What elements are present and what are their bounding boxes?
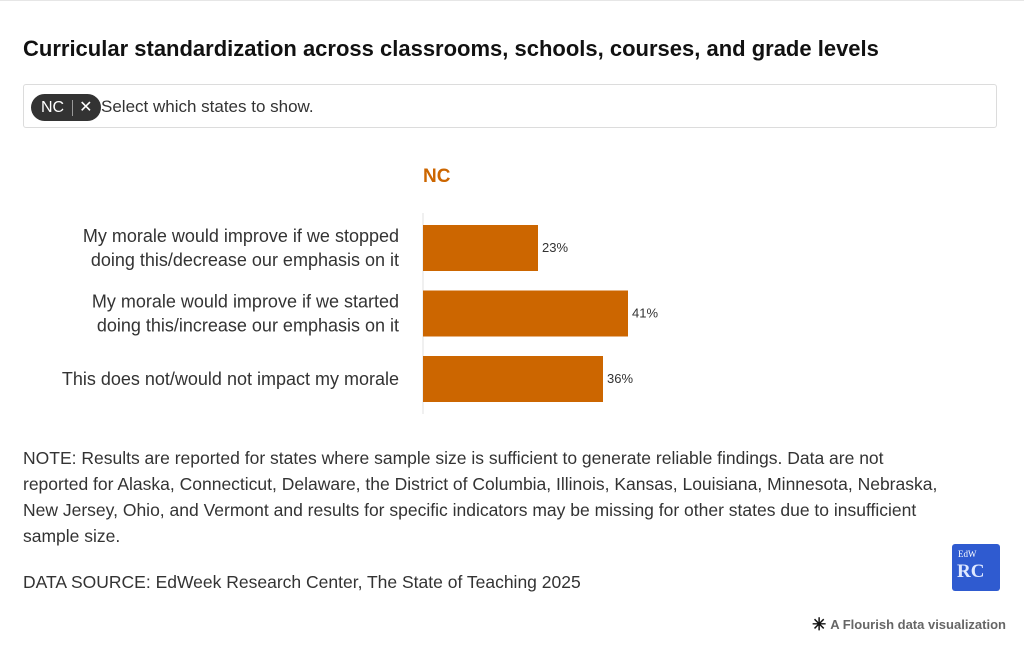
close-icon[interactable]: ✕ [79, 98, 93, 116]
note-text: NOTE: Results are reported for states wh… [23, 448, 938, 546]
logo-main-text: RC [957, 561, 985, 582]
filter-placeholder[interactable]: Select which states to show. [101, 97, 314, 116]
bar[interactable] [423, 290, 628, 337]
bar[interactable] [423, 225, 538, 271]
category-label: This does not/would not impact my morale [62, 369, 399, 389]
chart-title: Curricular standardization across classr… [23, 36, 879, 61]
panel-title: NC [423, 166, 451, 187]
state-filter[interactable]: NC ✕ Select which states to show. [23, 84, 997, 128]
data-label: 41% [632, 306, 658, 321]
category-label: My morale would improve if we started doi… [92, 292, 399, 336]
data-label: 36% [607, 371, 633, 386]
flourish-asterisk-icon: ✳ [811, 615, 827, 634]
category-label: My morale would improve if we stopped doi… [83, 226, 399, 270]
data-source: DATA SOURCE: EdWeek Research Center, The… [23, 572, 581, 592]
flourish-attribution-text: A Flourish data visualization [830, 617, 1006, 632]
top-divider [0, 0, 1024, 1]
bar[interactable] [423, 356, 603, 402]
selected-state-chip[interactable]: NC ✕ [31, 94, 101, 121]
logo-top-text: EdW [958, 549, 977, 559]
flourish-attribution[interactable]: ✳ A Flourish data visualization [812, 616, 1006, 633]
chip-divider [72, 99, 74, 116]
data-label: 23% [542, 240, 568, 255]
bar-chart: NC 23% My morale would improve if we stopp… [62, 166, 658, 414]
chip-label: NC [41, 98, 65, 116]
edweek-rc-logo[interactable]: EdW RC [952, 544, 1000, 591]
